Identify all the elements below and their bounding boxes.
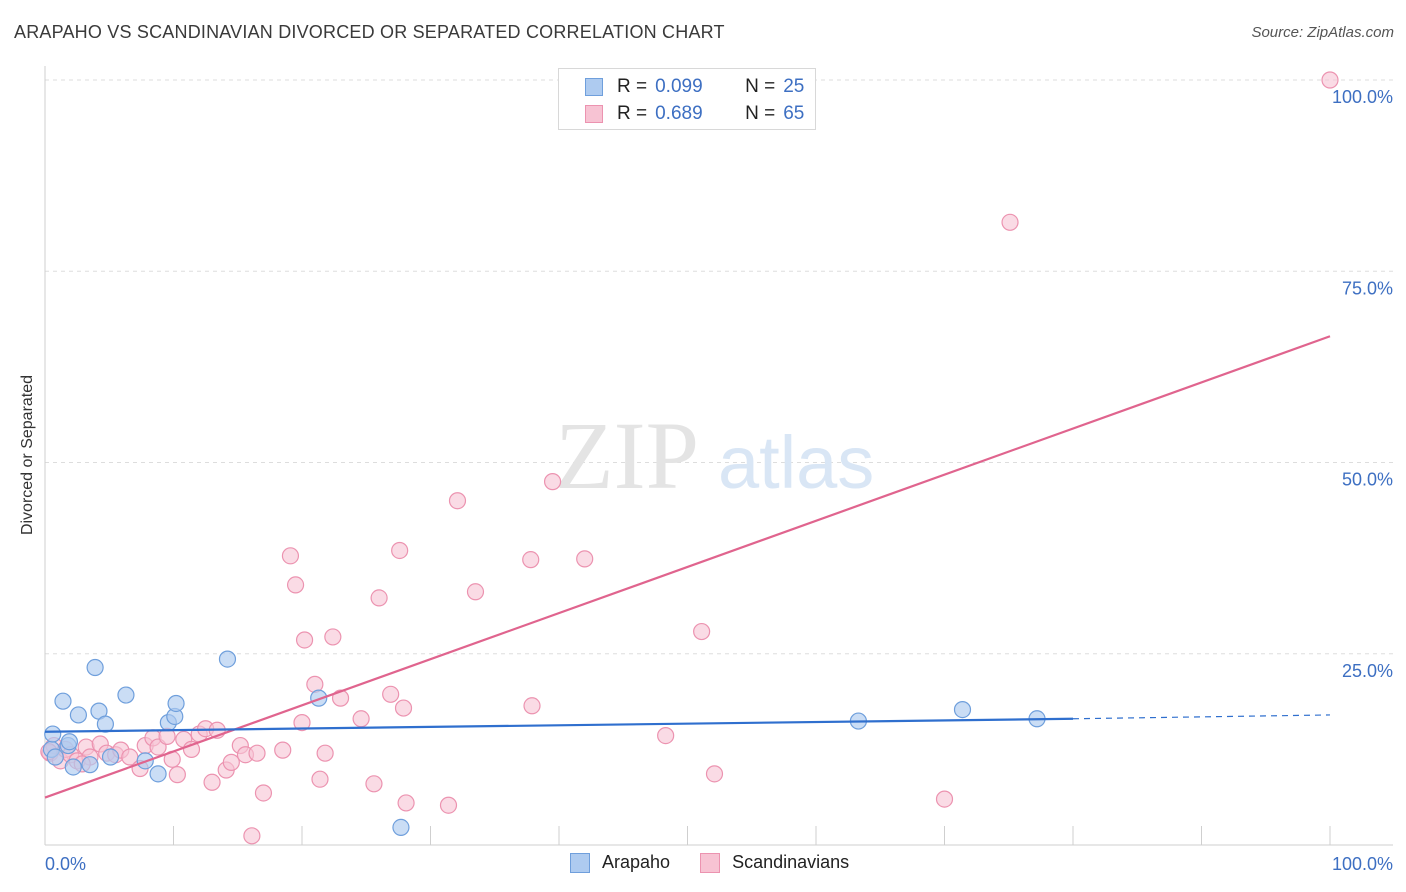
correlation-legend: R = 0.099 N = 25 R = 0.689 N = 65 — [558, 68, 816, 130]
scandinavians-point — [1321, 71, 1339, 89]
legend-r-value: 0.099 — [655, 76, 703, 97]
legend-label-scandinavians: Scandinavians — [732, 852, 850, 872]
scandinavians-point — [576, 550, 594, 568]
arapaho-point — [44, 725, 62, 743]
legend-r-label: R = — [617, 103, 648, 124]
arapaho-point — [117, 686, 135, 704]
scandinavians-point — [352, 710, 370, 728]
scandinavians-point — [311, 770, 329, 788]
legend-row-arapaho: R = 0.099 N = 25 — [585, 75, 804, 99]
arapaho-point — [54, 692, 72, 710]
scandinavians-point — [439, 796, 458, 814]
scandinavians-point — [286, 576, 305, 594]
scandinavians-point — [316, 744, 334, 762]
arapaho-point — [392, 818, 410, 837]
arapaho-swatch — [570, 852, 590, 873]
scandinavians-point — [394, 699, 413, 717]
tick-labels: 25.0% 50.0% 75.0% 100.0% 0.0% 100.0% — [45, 87, 1393, 874]
scandinavians-point — [274, 741, 292, 759]
arapaho-point — [86, 658, 104, 677]
arapaho-point — [310, 689, 328, 707]
legend-r-value: 0.689 — [655, 103, 703, 124]
x-tick-label: 0.0% — [45, 854, 86, 874]
scandinavians-point — [693, 622, 711, 641]
scandinavians-point — [203, 773, 221, 791]
scandinavians-point — [705, 765, 724, 783]
scandinavians-point — [293, 713, 311, 732]
watermark-zip: ZIP — [555, 402, 699, 509]
scandinavians-point — [935, 790, 954, 808]
legend-label-arapaho: Arapaho — [602, 852, 671, 872]
scandinavians-point — [397, 794, 415, 812]
arapaho-point — [96, 715, 114, 733]
scandinavians-point — [370, 589, 388, 607]
scandinavians-point — [243, 827, 261, 845]
legend-n-value: 65 — [783, 103, 805, 124]
scandinavians-point — [1001, 213, 1019, 231]
scandinavians-point — [657, 727, 675, 745]
scandinavians-point — [466, 583, 485, 601]
arapaho-point — [149, 765, 167, 783]
watermark-atlas: atlas — [718, 421, 874, 504]
arapaho-point — [101, 748, 120, 766]
arapaho-point — [46, 748, 64, 766]
scandinavians-point — [365, 775, 383, 793]
scandinavians-trend-line — [44, 335, 1331, 799]
axes — [44, 66, 1393, 846]
scandinavians-point — [543, 473, 562, 491]
arapaho-point — [167, 694, 185, 713]
scandinavians-point — [391, 541, 409, 560]
scandinavians-point — [448, 492, 467, 510]
scandinavians-point — [295, 631, 314, 649]
legend-r-label: R = — [617, 76, 648, 97]
y-tick-label: 75.0% — [1342, 278, 1393, 298]
y-tick-label: 25.0% — [1342, 661, 1393, 681]
scandinavians-point — [324, 628, 342, 646]
legend-item-scandinavians: Scandinavians — [700, 852, 849, 873]
legend-n-label: N = — [745, 103, 776, 124]
y-tick-label: 50.0% — [1342, 470, 1393, 490]
legend-item-arapaho: Arapaho — [570, 852, 670, 873]
scandinavians-point — [168, 766, 186, 784]
arapaho-swatch — [585, 78, 603, 96]
watermark: ZIP atlas — [555, 402, 874, 509]
scandinavians-point — [382, 685, 400, 703]
legend-row-scandinavians: R = 0.689 N = 65 — [585, 102, 804, 126]
source-credit: Source: ZipAtlas.com — [1251, 24, 1394, 41]
trend-lines — [44, 335, 1331, 799]
chart-title: ARAPAHO VS SCANDINAVIAN DIVORCED OR SEPA… — [14, 22, 725, 42]
scandinavians-point — [222, 753, 240, 771]
scandinavians-point — [281, 547, 300, 565]
arapaho-point — [60, 733, 79, 751]
y-tick-label: 100.0% — [1332, 87, 1393, 107]
series-legend: Arapaho Scandinavians — [570, 852, 879, 873]
scandinavians-point — [522, 551, 540, 569]
scandinavians-point — [331, 689, 350, 707]
arapaho-point — [81, 756, 99, 774]
scandinavians-point — [523, 697, 541, 715]
legend-n-value: 25 — [783, 76, 805, 97]
arapaho-point — [69, 706, 88, 724]
scandinavians-swatch — [585, 105, 603, 123]
scandinavians-point — [254, 784, 273, 802]
arapaho-point — [64, 758, 82, 776]
arapaho-point — [218, 650, 237, 668]
arapaho-trend-line — [44, 717, 1074, 733]
grid-lines — [45, 79, 1393, 655]
scandinavians-swatch — [700, 852, 721, 873]
x-tick-label: 100.0% — [1332, 854, 1393, 874]
arapaho-point — [953, 700, 972, 719]
legend-n-label: N = — [745, 76, 776, 97]
scandinavians-point — [248, 744, 266, 762]
arapaho-trend-extension — [1072, 714, 1331, 720]
